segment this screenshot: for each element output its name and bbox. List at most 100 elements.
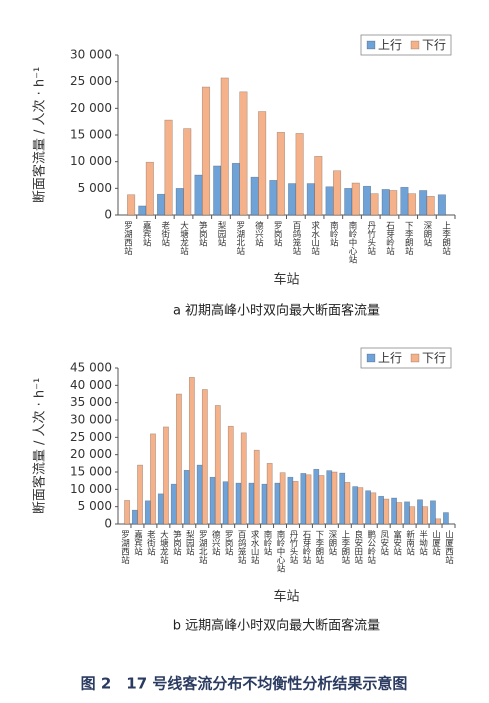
bar (292, 481, 299, 525)
y-tick-label: 0 (104, 208, 112, 222)
bar (325, 186, 334, 216)
x-tick-label: 山厦站 (431, 529, 441, 556)
bar (370, 492, 377, 525)
bar (170, 483, 177, 525)
bar (258, 111, 267, 216)
x-tick-label: 新南站 (405, 529, 415, 556)
x-tick-label: 半坳站 (418, 529, 428, 556)
bar (396, 502, 403, 525)
bar (437, 194, 446, 216)
y-tick-label: 20 000 (70, 101, 112, 115)
x-tick-label: 嘉宾站 (132, 529, 142, 556)
bar (253, 449, 260, 525)
bar (227, 425, 234, 525)
chart-caption: a 初期高峰小时双向最大断面客流量 (173, 303, 380, 319)
x-tick-label: 鹏公岭站 (366, 529, 376, 565)
bar (331, 471, 338, 525)
x-axis-label: 车站 (273, 272, 299, 288)
bar (287, 476, 294, 525)
y-tick-label: 40 000 (70, 378, 112, 392)
y-tick-label: 30 000 (70, 413, 112, 427)
legend-box (360, 34, 452, 56)
bar (213, 165, 222, 216)
legend-swatch (366, 353, 376, 363)
bar (188, 377, 195, 525)
bar (339, 472, 346, 525)
bar (318, 475, 325, 525)
x-tick-label: 罗湖北站 (235, 221, 245, 256)
chart-caption: b 远期高峰小时双向最大断面客流量 (173, 618, 380, 634)
x-tick-label: 罗湖西站 (119, 530, 129, 565)
x-tick-label: 求水山站 (249, 529, 259, 565)
bar (239, 91, 248, 216)
x-tick-label: 罗湖西站 (122, 221, 132, 256)
x-tick-label: 笋岗站 (197, 220, 207, 247)
x-tick-label: 南岭中心站 (275, 529, 285, 573)
y-tick-label: 10 000 (70, 482, 112, 496)
legend-swatch (366, 40, 376, 50)
x-tick-label: 笋岗站 (171, 529, 181, 556)
bar (274, 482, 281, 525)
bar (124, 500, 130, 525)
x-tick-label: 下李朗站 (403, 221, 413, 256)
bar (305, 474, 312, 525)
figure-caption: 图 2 17 号线客流分布不均衡性分析结果示意图 (81, 675, 408, 693)
bar (201, 389, 208, 525)
y-tick-label: 15 000 (70, 465, 112, 479)
x-tick-label: 梨园站 (216, 220, 226, 247)
bar (196, 464, 203, 525)
bar (175, 188, 184, 216)
bar (194, 174, 203, 216)
bar (422, 506, 429, 525)
x-tick-label: 山厦西站 (444, 529, 454, 565)
legend-swatch (410, 353, 420, 363)
bar (383, 498, 390, 525)
bar (138, 205, 147, 216)
bar (435, 518, 442, 525)
bar (163, 426, 169, 525)
bar (400, 186, 409, 216)
y-tick-label: 10 000 (70, 154, 112, 168)
x-tick-label: 百鸽笼站 (236, 530, 246, 565)
bar (381, 189, 390, 216)
x-tick-label: 百鸽笼站 (291, 221, 301, 256)
x-tick-label: 德兴站 (253, 220, 263, 247)
bar (145, 161, 154, 216)
x-tick-label: 罗岗站 (223, 530, 233, 556)
x-tick-label: 梨园站 (184, 529, 194, 556)
x-tick-label: 南岭中心站 (347, 220, 357, 264)
x-tick-label: 深朗站 (327, 530, 337, 556)
x-tick-label: 深朗站 (422, 221, 432, 247)
bar (150, 433, 156, 525)
bar (183, 469, 190, 525)
legend-box (360, 347, 452, 369)
bar (378, 495, 385, 525)
x-tick-label: 良安田站 (353, 529, 363, 565)
x-tick-label: 罗湖北站 (197, 530, 207, 565)
y-tick-label: 20 000 (70, 447, 112, 461)
y-axis-label: 断面客流量 / 人次 · h⁻¹ (32, 378, 48, 514)
bar (220, 77, 229, 216)
y-tick-label: 45 000 (70, 361, 112, 375)
bar (137, 464, 143, 525)
bar (419, 190, 428, 216)
x-tick-label: 老街站 (160, 220, 170, 247)
y-tick-label: 30 000 (70, 48, 112, 62)
x-tick-label: 嘉宾站 (141, 220, 151, 247)
bar (407, 193, 416, 216)
x-tick-label: 上李朗站 (441, 221, 451, 256)
bar (248, 482, 255, 525)
bar (357, 487, 364, 525)
bar (127, 194, 136, 216)
x-axis-label: 车站 (273, 589, 299, 605)
x-tick-label: 求水山站 (310, 220, 320, 256)
y-tick-label: 25 000 (70, 74, 112, 88)
bar (344, 482, 351, 525)
bar (276, 132, 285, 216)
bar (326, 470, 333, 525)
bar (430, 500, 436, 525)
bar (214, 405, 221, 525)
x-tick-label: 大塘龙站 (179, 220, 189, 256)
bar (417, 499, 423, 525)
x-tick-label: 石芽岭站 (384, 221, 394, 256)
